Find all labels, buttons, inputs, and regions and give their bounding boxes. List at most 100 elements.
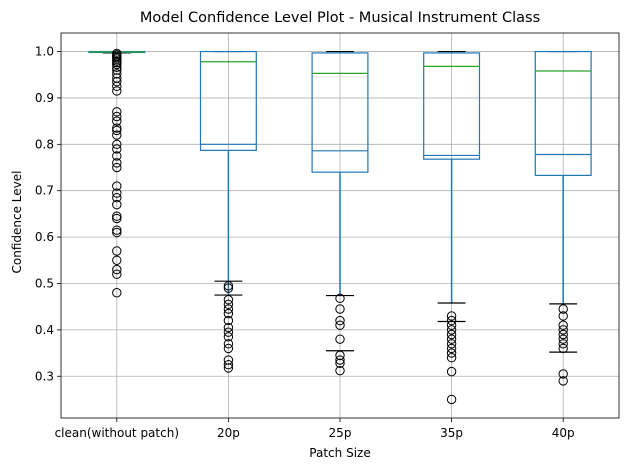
x-tick-label: 35p (440, 426, 463, 440)
box-20p (199, 50, 257, 373)
outlier-point (223, 299, 234, 310)
outlier-point (223, 339, 234, 349)
outlier-point (223, 295, 234, 305)
box-iqr (423, 52, 481, 160)
y-tick-label: 1.0 (35, 45, 54, 59)
x-tick-label: 40p (552, 426, 575, 440)
outlier-point (558, 334, 568, 344)
outlier-point (558, 376, 568, 386)
outlier-point (112, 62, 122, 73)
y-axis-label: Confidence Level (10, 171, 24, 274)
outlier-point (558, 320, 568, 330)
outlier-point (112, 69, 122, 79)
x-tick-label: 25p (329, 426, 352, 440)
outlier-point (112, 199, 122, 210)
y-tick-label: 0.6 (35, 230, 54, 244)
outlier-point (223, 359, 234, 370)
outlier-point (112, 107, 122, 117)
outlier-point (335, 304, 345, 314)
outlier-point (558, 304, 568, 314)
box-iqr (199, 50, 257, 151)
outlier-point (446, 311, 457, 321)
outlier-point (223, 281, 234, 291)
outlier-point (112, 211, 122, 221)
outlier-point (446, 339, 457, 349)
y-tick-label: 0.7 (35, 184, 54, 198)
box-iqr (534, 50, 592, 177)
outlier-point (335, 334, 345, 344)
outlier-point (112, 65, 122, 75)
outlier-point (446, 320, 457, 330)
outlier-point (223, 308, 234, 319)
y-tick-label: 0.9 (35, 91, 54, 105)
box-25p (311, 50, 369, 376)
y-tick-label: 0.5 (35, 276, 54, 290)
outlier-point (112, 181, 122, 191)
chart-title: Model Confidence Level Plot - Musical In… (140, 10, 540, 26)
outlier-point (335, 320, 345, 330)
outlier-point (223, 315, 234, 326)
x-tick-label: clean(without patch) (55, 426, 179, 440)
outlier-point (112, 123, 122, 133)
y-tick-label: 0.4 (35, 323, 54, 337)
outlier-point (112, 213, 122, 224)
outlier-point (112, 116, 122, 126)
x-axis-label: Patch Size (309, 446, 370, 460)
boxes (88, 48, 592, 405)
outlier-point (112, 246, 122, 256)
outlier-point (112, 264, 122, 275)
outlier-point (112, 288, 122, 298)
outlier-point (112, 151, 122, 161)
outlier-point (446, 366, 457, 377)
outlier-point (335, 315, 345, 326)
outlier-point (335, 358, 345, 368)
outlier-point (558, 343, 568, 354)
outlier-point (558, 311, 568, 321)
outlier-point (112, 269, 122, 279)
box-35p (423, 50, 481, 405)
outlier-point (112, 125, 122, 136)
y-tick-label: 0.3 (35, 369, 54, 383)
outlier-point (223, 355, 234, 365)
outlier-point (223, 283, 234, 293)
outlier-point (112, 192, 122, 203)
y-tick-label: 0.8 (35, 137, 54, 151)
outlier-point (446, 348, 457, 358)
x-tick-label: 20p (217, 426, 240, 440)
outlier-point (112, 139, 122, 150)
outlier-point (112, 86, 122, 96)
outlier-point (446, 334, 457, 344)
outlier-point (112, 188, 122, 198)
outlier-point (223, 322, 234, 333)
outlier-point (112, 255, 122, 265)
outlier-point (223, 363, 234, 373)
outlier-point (112, 77, 122, 87)
outlier-point (446, 352, 457, 363)
box-clean(without patch) (88, 48, 146, 298)
outlier-point (446, 343, 457, 354)
x-axis-ticks: clean(without patch) 20p 25p 35p 40p (55, 418, 575, 440)
outlier-point (112, 81, 122, 92)
outlier-point (223, 327, 234, 337)
outlier-point (446, 329, 457, 340)
outlier-point (112, 227, 122, 238)
box-40p (534, 50, 592, 386)
outlier-point (112, 162, 122, 173)
outlier-point (558, 369, 568, 379)
outlier-point (112, 158, 122, 168)
outlier-point (558, 329, 568, 340)
outlier-point (112, 225, 122, 235)
outlier-point (335, 355, 345, 365)
outlier-point (223, 343, 234, 354)
outlier-point (223, 304, 234, 314)
outlier-point (335, 365, 345, 376)
outlier-point (335, 350, 345, 361)
outlier-point (112, 144, 122, 154)
outlier-point (558, 339, 568, 349)
outlier-point (558, 325, 568, 335)
outlier-point (112, 130, 122, 140)
outlier-point (446, 325, 457, 335)
outlier-point (446, 394, 457, 405)
outlier-point (112, 59, 122, 70)
